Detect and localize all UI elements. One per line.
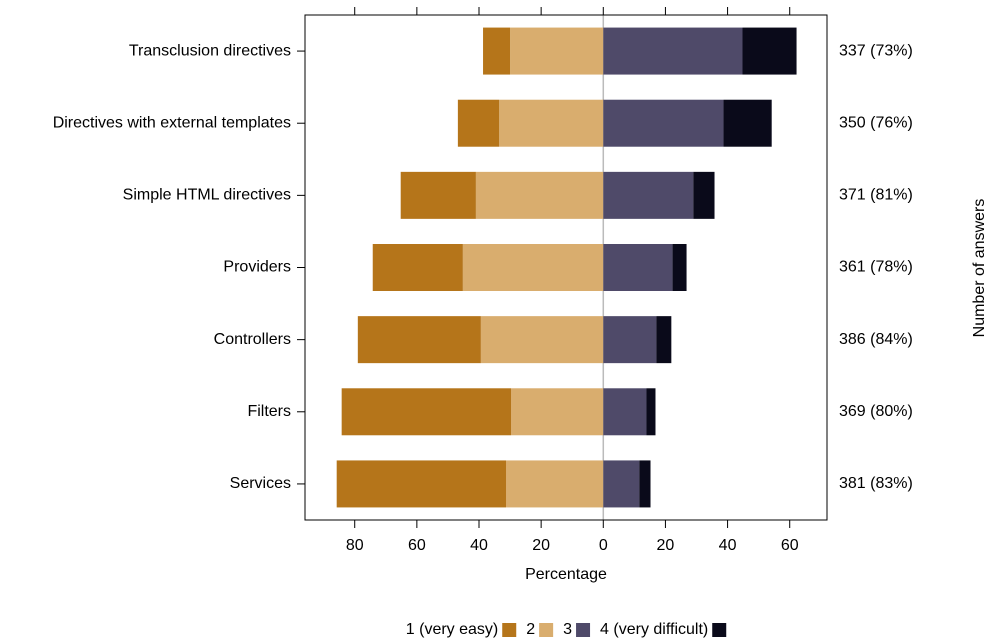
y-tick-label: Controllers [214, 331, 291, 348]
x-tick-label: 20 [657, 537, 675, 554]
bar-segment [480, 316, 604, 364]
bar-segment [499, 99, 604, 147]
y-tick-label: Providers [223, 259, 291, 276]
bar-segment [510, 27, 604, 75]
bar-segment [372, 244, 463, 291]
bar-segment [603, 460, 640, 508]
x-tick-label: 60 [781, 537, 799, 554]
x-tick-label: 40 [470, 537, 488, 554]
answer-label: 381 (83%) [839, 475, 913, 492]
bar-segment [341, 388, 512, 436]
answer-label: 386 (84%) [839, 331, 913, 348]
bar-segment [506, 460, 604, 508]
answer-label: 369 (80%) [839, 403, 913, 420]
legend-swatch [502, 623, 517, 637]
y-tick-label: Simple HTML directives [123, 187, 291, 204]
y-tick-label: Directives with external templates [53, 114, 291, 131]
bar-segment [511, 388, 604, 436]
legend-label: 1 (very easy) [406, 621, 498, 638]
answer-label: 337 (73%) [839, 42, 913, 59]
legend-swatch [576, 623, 591, 637]
bar-segment [357, 316, 481, 364]
bar-segment [656, 316, 672, 364]
bar-segment [646, 388, 656, 436]
bar-segment [475, 171, 604, 219]
legend-swatch [539, 623, 554, 637]
bar-segment [603, 316, 657, 364]
legend-swatch [712, 623, 727, 637]
x-tick-label: 20 [532, 537, 550, 554]
x-axis-label: Percentage [525, 566, 607, 583]
bar-segment [603, 388, 647, 436]
bar-segment [336, 460, 507, 508]
plot-frame [304, 14, 828, 521]
bar-segment [603, 27, 743, 75]
bar-segment [400, 171, 476, 219]
bar-segment [723, 99, 772, 147]
answer-label: 361 (78%) [839, 259, 913, 276]
bar-segment [483, 27, 511, 75]
bar-segment [603, 244, 673, 291]
legend-label: 4 (very difficult) [600, 621, 708, 638]
answer-label: 350 (76%) [839, 114, 913, 131]
legend-label: 2 [526, 621, 535, 638]
bar-segment [603, 171, 694, 219]
y-tick-label: Filters [247, 403, 291, 420]
x-tick-label: 40 [719, 537, 737, 554]
x-tick-label: 0 [599, 537, 608, 554]
x-tick-label: 80 [346, 537, 364, 554]
bar-segment [457, 99, 500, 147]
bar-segment [672, 244, 687, 291]
y2-axis-label: Number of answers [971, 199, 987, 338]
bar-segment [742, 27, 797, 75]
bar-segment [639, 460, 651, 508]
legend-label: 3 [563, 621, 572, 638]
bar-segment [462, 244, 604, 291]
bar-segment [603, 99, 724, 147]
bar-segment [693, 171, 715, 219]
answer-label: 371 (81%) [839, 187, 913, 204]
y-tick-label: Transclusion directives [129, 42, 291, 59]
x-tick-label: 60 [408, 537, 426, 554]
y-tick-label: Services [230, 475, 291, 492]
